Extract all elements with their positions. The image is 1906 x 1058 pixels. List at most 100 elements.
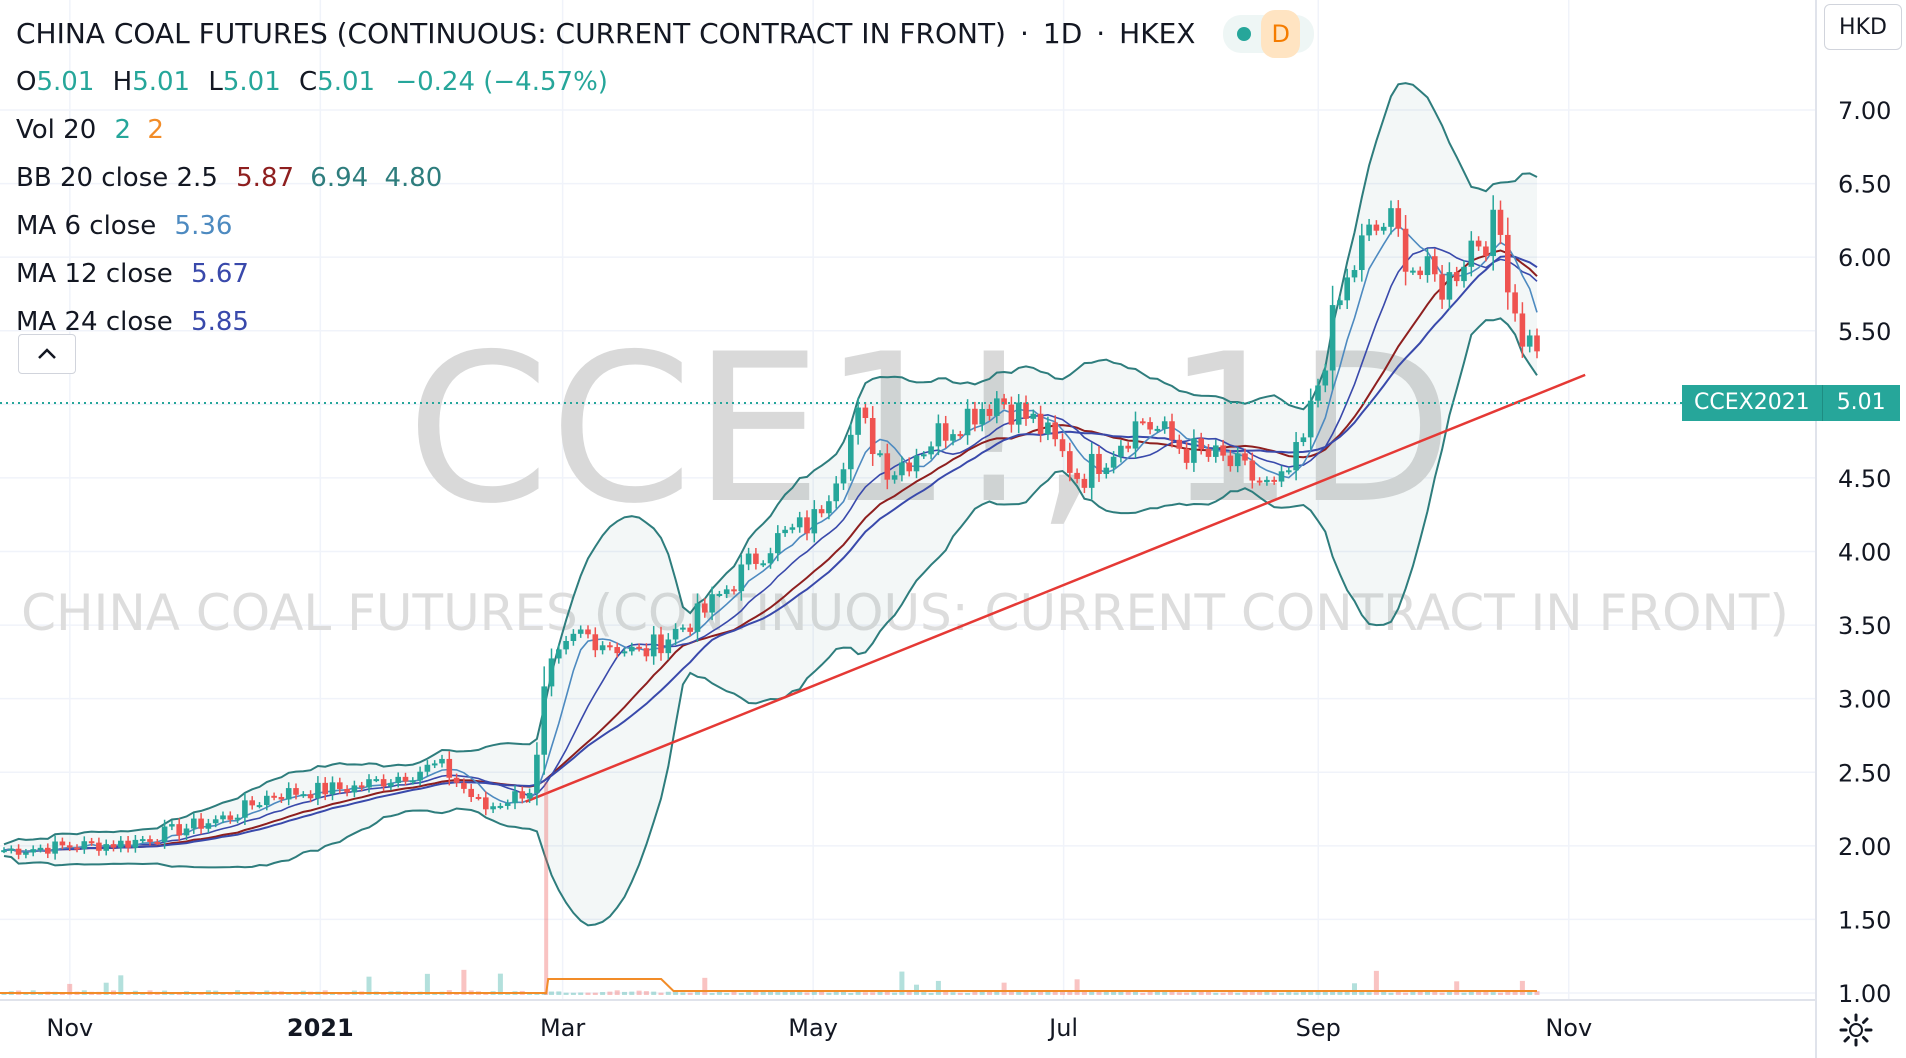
volume-bar xyxy=(1016,991,1022,995)
candle-body xyxy=(577,629,584,634)
candle-body xyxy=(1505,234,1511,293)
ma6-indicator[interactable]: MA 6 close 5.36 xyxy=(16,211,233,241)
candle-body xyxy=(519,791,526,799)
volume-bar xyxy=(1257,991,1263,995)
volume-bar xyxy=(994,990,1000,995)
candle-body xyxy=(1234,453,1241,467)
candle-body xyxy=(52,841,58,854)
chevron-up-icon xyxy=(38,348,56,359)
ma12-value: 5.67 xyxy=(191,259,249,289)
volume-bar xyxy=(1534,991,1540,995)
volume-ma-line xyxy=(0,978,1537,994)
delayed-badge: D xyxy=(1261,10,1300,58)
volume-bar xyxy=(673,990,679,995)
high-value: 5.01 xyxy=(132,67,191,97)
volume-bar xyxy=(841,991,846,995)
candle-body xyxy=(453,777,460,783)
volume-bar xyxy=(1271,992,1277,995)
volume-bar xyxy=(789,990,795,995)
candle-body xyxy=(1307,400,1314,438)
candle-body xyxy=(1,850,7,853)
volume-bar xyxy=(643,991,649,995)
volume-bar xyxy=(921,992,927,995)
candle-body xyxy=(23,852,29,855)
chart-settings-button[interactable] xyxy=(1836,1010,1876,1050)
candle-body xyxy=(366,779,372,788)
volume-bar xyxy=(570,992,576,995)
candle-body xyxy=(271,795,277,798)
market-status-badge[interactable]: D xyxy=(1223,10,1314,58)
candle-body xyxy=(358,785,365,788)
y-tick-label: 2.50 xyxy=(1838,759,1891,787)
candle-body xyxy=(1088,453,1095,488)
volume-bar xyxy=(1352,983,1357,995)
candle-body xyxy=(205,823,212,829)
volume-bar xyxy=(461,969,467,995)
volume-bar xyxy=(1198,991,1204,995)
symbol-title[interactable]: CHINA COAL FUTURES (CONTINUOUS: CURRENT … xyxy=(16,17,1006,50)
candle-body xyxy=(337,782,343,789)
candle-body xyxy=(74,847,80,850)
candle-body xyxy=(818,509,825,514)
candle-body xyxy=(709,594,715,613)
volume-bar xyxy=(1081,990,1087,995)
volume-bar xyxy=(1023,990,1029,995)
close-value: 5.01 xyxy=(317,67,376,97)
candle-body xyxy=(1293,442,1299,471)
candle-body xyxy=(891,475,898,480)
watermark-name: CHINA COAL FUTURES (CONTINUOUS: CURRENT … xyxy=(21,584,1789,642)
candle-body xyxy=(731,589,737,592)
volume-bar xyxy=(1468,991,1474,995)
volume-bar xyxy=(738,992,744,995)
volume-bar xyxy=(1176,992,1182,995)
volume-bar xyxy=(1439,992,1445,995)
volume-bar xyxy=(549,991,554,995)
candle-body xyxy=(570,633,577,641)
collapse-legend-button[interactable] xyxy=(18,334,76,374)
candle-body xyxy=(344,788,350,793)
candle-body xyxy=(388,782,394,787)
volume-bar xyxy=(753,990,759,995)
volume-bar xyxy=(695,990,700,995)
volume-bar xyxy=(1103,991,1109,995)
candle-body xyxy=(680,627,686,630)
interval-label[interactable]: 1D xyxy=(1042,17,1083,50)
candle-body xyxy=(483,797,489,810)
candle-body xyxy=(826,501,832,514)
candle-body xyxy=(541,686,547,755)
volume-bar xyxy=(563,992,569,995)
volume-bar xyxy=(658,992,664,995)
volume-bar xyxy=(1008,991,1014,995)
y-tick-label: 6.00 xyxy=(1838,244,1891,272)
bb-indicator[interactable]: BB 20 close 2.5 5.87 6.94 4.80 xyxy=(16,163,443,193)
candle-body xyxy=(497,805,504,808)
volume-bar xyxy=(775,992,781,995)
candle-body xyxy=(1132,421,1139,449)
candle-body xyxy=(329,782,336,795)
candle-body xyxy=(833,483,839,502)
candle-body xyxy=(1008,404,1015,425)
candle-body xyxy=(994,398,1000,416)
volume-bar xyxy=(1381,991,1387,995)
candle-body xyxy=(1096,453,1102,475)
volume-bar xyxy=(1286,991,1292,995)
candle-body xyxy=(563,640,569,650)
volume-indicator[interactable]: Vol 20 2 2 xyxy=(16,115,164,145)
currency-button[interactable]: HKD xyxy=(1824,4,1902,50)
candle-body xyxy=(942,423,949,441)
ma12-indicator[interactable]: MA 12 close 5.67 xyxy=(16,259,249,289)
volume-bar xyxy=(1249,991,1255,995)
volume-bar xyxy=(1300,990,1306,995)
candle-body xyxy=(234,817,241,820)
candle-body xyxy=(1256,480,1263,483)
candle-body xyxy=(928,446,934,455)
ma12-line xyxy=(3,246,1538,853)
ma24-indicator[interactable]: MA 24 close 5.85 xyxy=(16,307,249,337)
candle-body xyxy=(1140,421,1146,424)
candle-body xyxy=(1475,240,1482,247)
candle-body xyxy=(475,797,482,800)
volume-bar xyxy=(1213,992,1219,995)
candle-body xyxy=(1322,370,1329,386)
candle-body xyxy=(169,824,175,827)
